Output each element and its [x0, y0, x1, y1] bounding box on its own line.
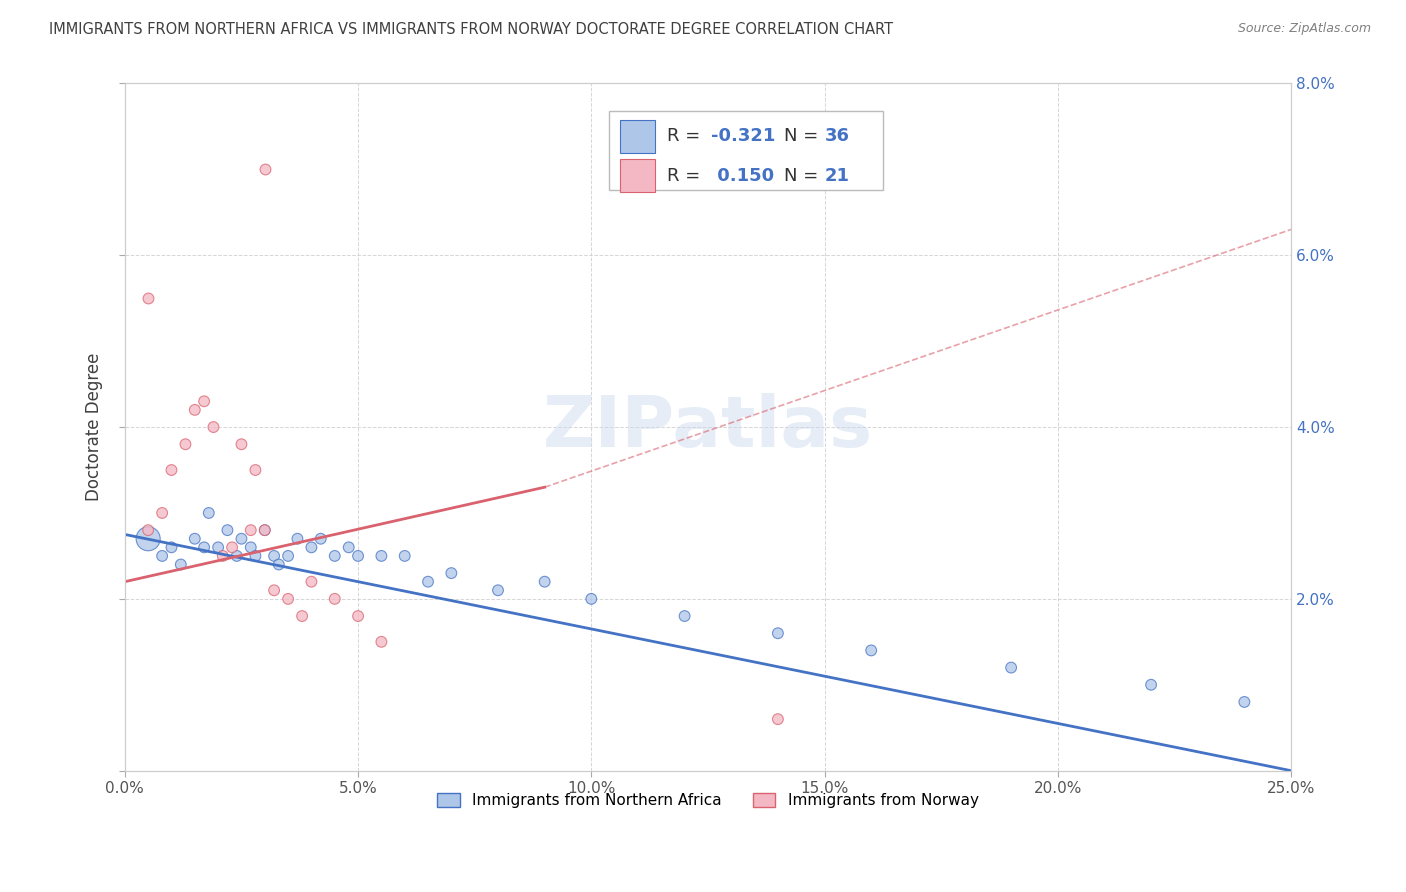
Point: [245, 549, 267, 563]
Point: [239, 541, 262, 555]
Point: [211, 549, 233, 563]
FancyBboxPatch shape: [609, 111, 883, 190]
Point: [136, 291, 159, 305]
Point: [198, 506, 221, 520]
Point: [1000, 660, 1022, 674]
Point: [347, 609, 370, 624]
Point: [309, 532, 332, 546]
Point: [160, 463, 183, 477]
Point: [221, 541, 243, 555]
Point: [347, 549, 370, 563]
Point: [533, 574, 555, 589]
Point: [486, 583, 509, 598]
Point: [299, 541, 322, 555]
Point: [416, 574, 439, 589]
Point: [253, 162, 276, 177]
Point: [253, 523, 276, 537]
Point: [170, 558, 193, 572]
Text: IMMIGRANTS FROM NORTHERN AFRICA VS IMMIGRANTS FROM NORWAY DOCTORATE DEGREE CORRE: IMMIGRANTS FROM NORTHERN AFRICA VS IMMIG…: [49, 22, 893, 37]
Point: [766, 712, 789, 726]
Point: [217, 523, 239, 537]
Point: [202, 420, 225, 434]
Text: ZIPatlas: ZIPatlas: [543, 392, 873, 461]
Point: [239, 523, 262, 537]
FancyBboxPatch shape: [620, 160, 655, 193]
Text: R =: R =: [666, 128, 706, 145]
Point: [394, 549, 416, 563]
Point: [174, 437, 197, 451]
Point: [323, 549, 346, 563]
Text: N =: N =: [783, 128, 824, 145]
Point: [440, 566, 463, 580]
Point: [1140, 678, 1163, 692]
Point: [136, 523, 159, 537]
FancyBboxPatch shape: [620, 120, 655, 153]
Legend: Immigrants from Northern Africa, Immigrants from Norway: Immigrants from Northern Africa, Immigra…: [432, 788, 984, 814]
Point: [277, 591, 299, 606]
Point: [263, 549, 285, 563]
Point: [193, 541, 215, 555]
Point: [370, 635, 392, 649]
Point: [150, 549, 173, 563]
Point: [277, 549, 299, 563]
Point: [160, 541, 183, 555]
Text: N =: N =: [783, 167, 824, 185]
Point: [207, 541, 229, 555]
Point: [231, 532, 253, 546]
Point: [1233, 695, 1256, 709]
Point: [337, 541, 360, 555]
Y-axis label: Doctorate Degree: Doctorate Degree: [86, 353, 103, 501]
Point: [291, 609, 314, 624]
Text: 36: 36: [824, 128, 849, 145]
Text: -0.321: -0.321: [711, 128, 776, 145]
Text: 21: 21: [824, 167, 849, 185]
Point: [299, 574, 322, 589]
Point: [673, 609, 696, 624]
Point: [766, 626, 789, 640]
Point: [267, 558, 290, 572]
Point: [150, 506, 173, 520]
Point: [225, 549, 247, 563]
Point: [184, 403, 207, 417]
Point: [370, 549, 392, 563]
Point: [193, 394, 215, 409]
Text: 0.150: 0.150: [711, 167, 775, 185]
Point: [184, 532, 207, 546]
Point: [136, 532, 159, 546]
Point: [581, 591, 603, 606]
Point: [231, 437, 253, 451]
Point: [287, 532, 309, 546]
Point: [245, 463, 267, 477]
Point: [860, 643, 883, 657]
Point: [253, 523, 276, 537]
Point: [263, 583, 285, 598]
Text: Source: ZipAtlas.com: Source: ZipAtlas.com: [1237, 22, 1371, 36]
Text: R =: R =: [666, 167, 706, 185]
Point: [323, 591, 346, 606]
